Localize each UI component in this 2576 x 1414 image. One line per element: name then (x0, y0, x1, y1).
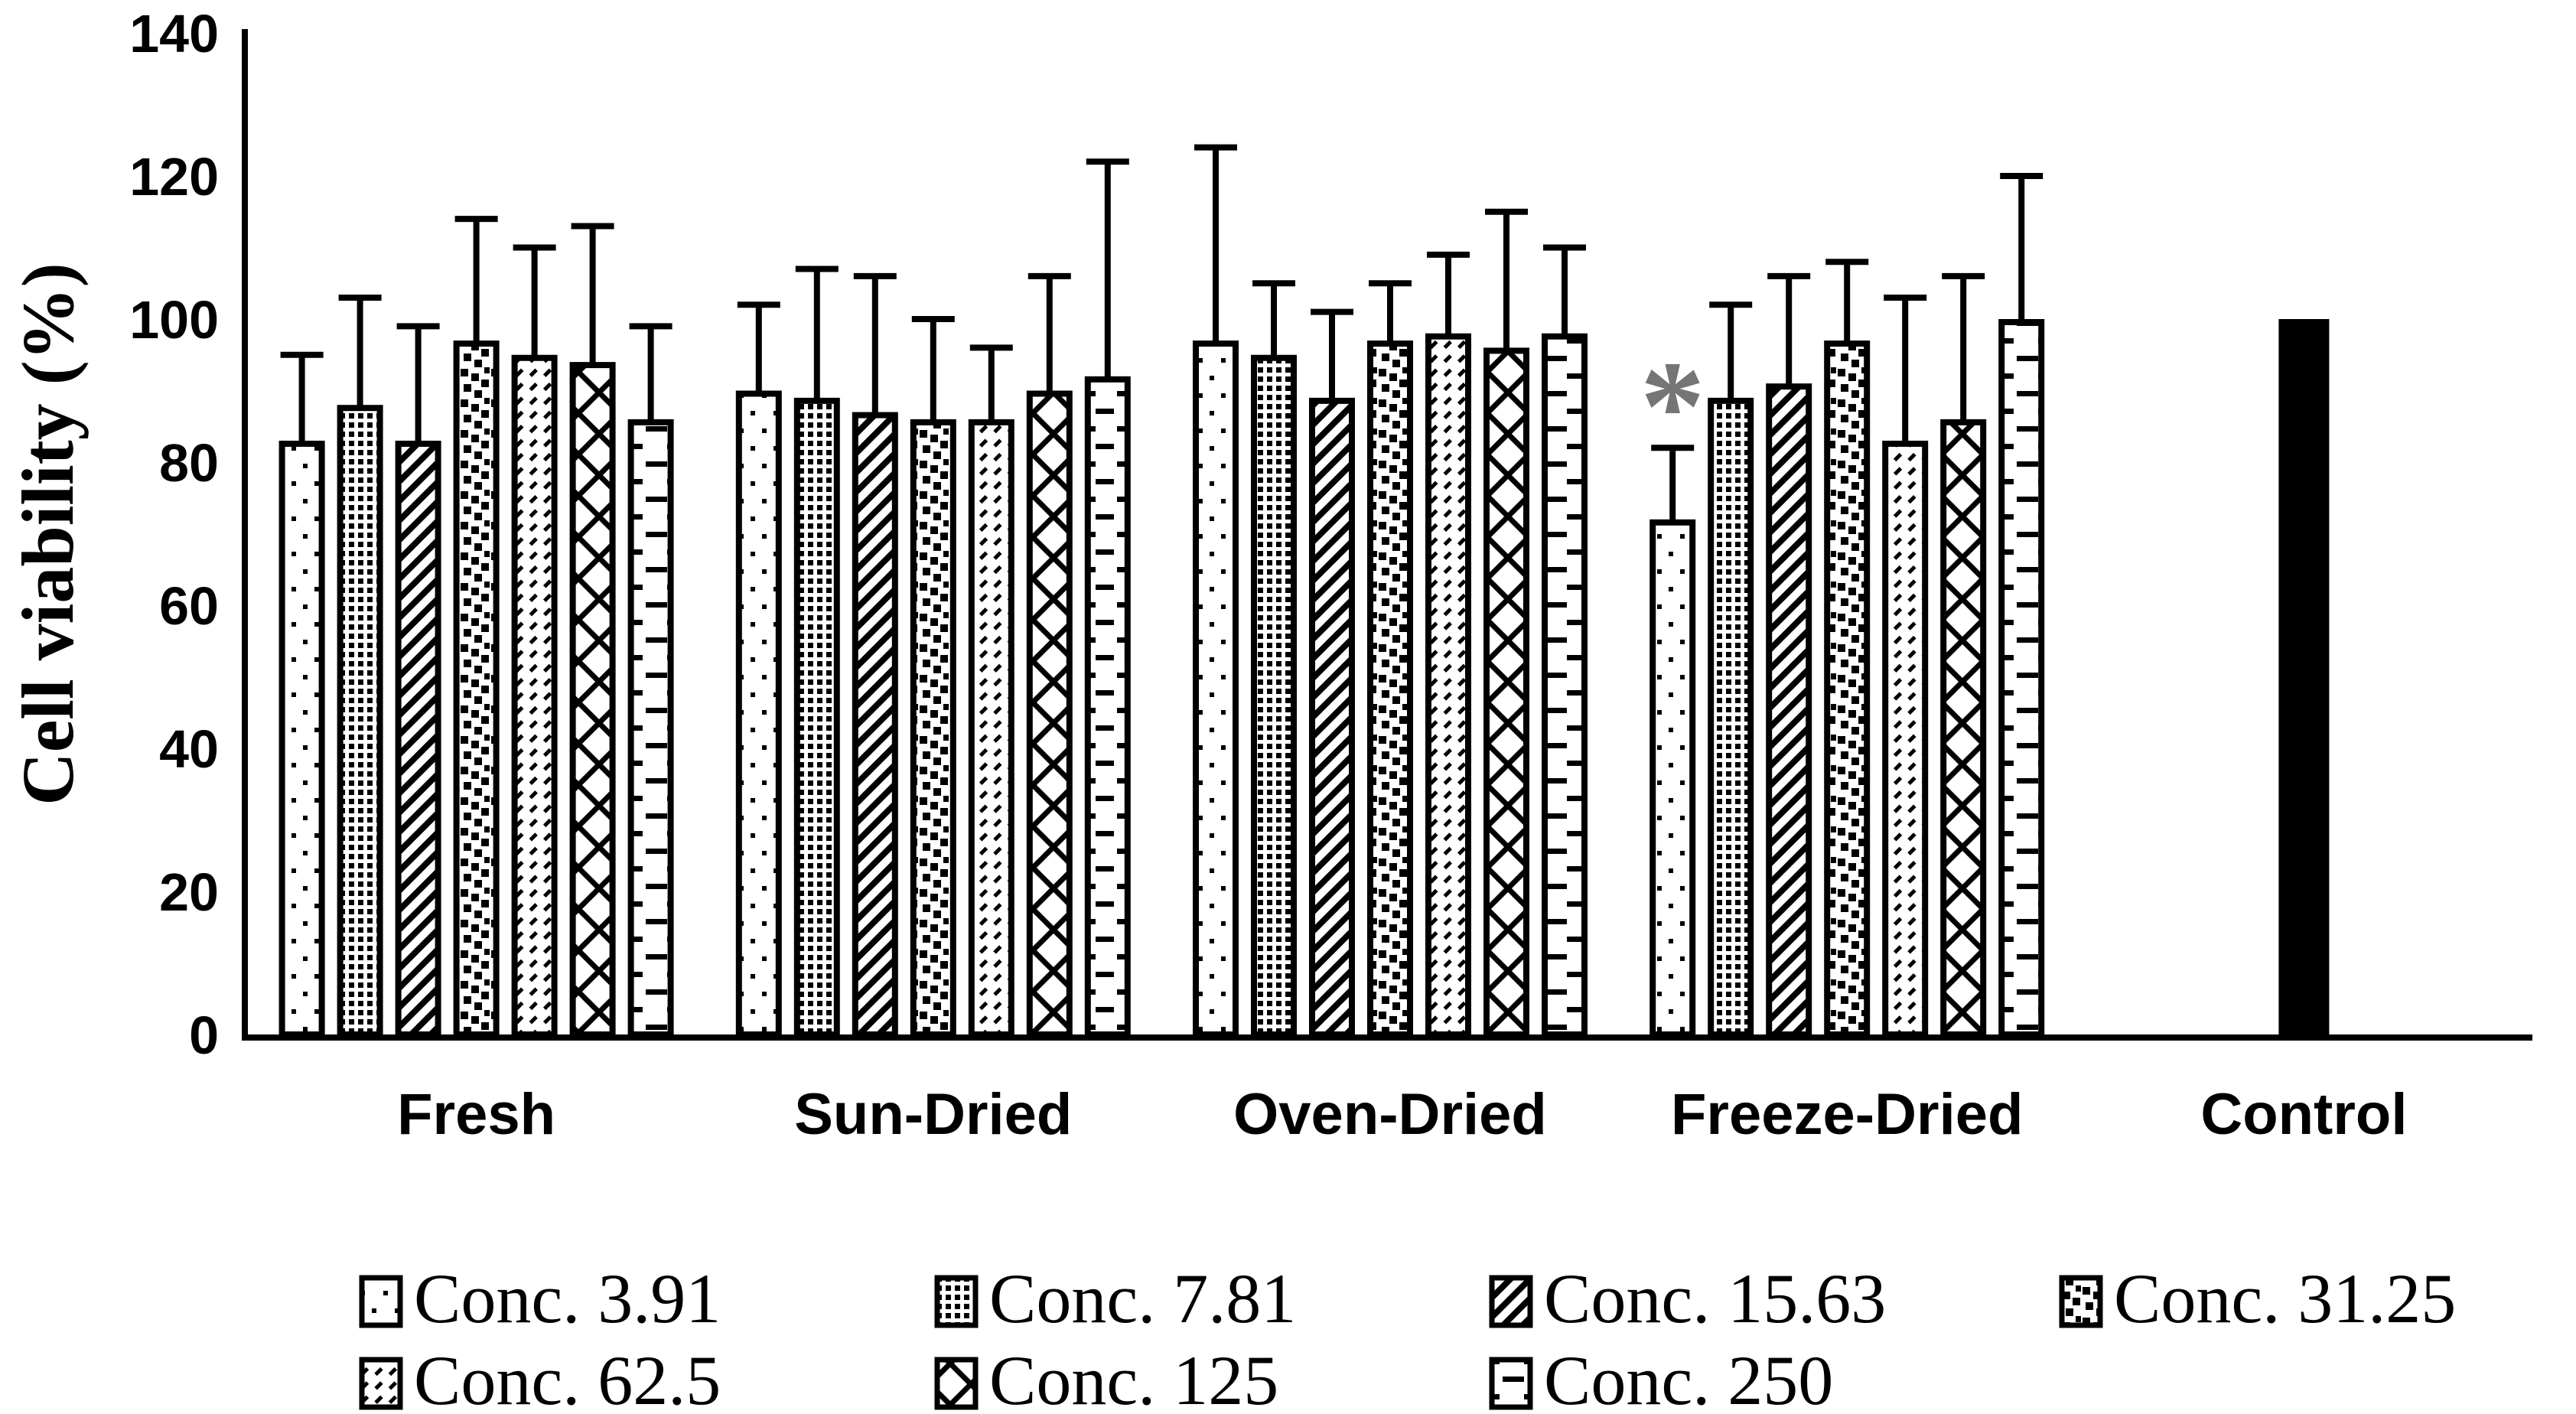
annotation-layer: * (1640, 334, 1705, 478)
category-label-oven-dried: Oven-Dried (1233, 1082, 1547, 1147)
y-tick-label: 20 (159, 862, 219, 922)
legend-label: Conc. 250 (1544, 1341, 1833, 1410)
legend-label: Conc. 15.63 (1544, 1259, 1886, 1337)
bar-freeze-dried-diag-stripes (1766, 383, 1812, 1038)
bar-freeze-dried-diag-dashes (1882, 440, 1929, 1038)
bar-sun-dried-horiz-dashes (1084, 376, 1131, 1038)
bar-sun-dried-diag-stripes (852, 412, 898, 1038)
bar-oven-dried-horiz-dashes (1542, 333, 1588, 1038)
bars-layer (278, 144, 2330, 1038)
legend-label: Conc. 7.81 (989, 1259, 1296, 1337)
y-tick-label: 80 (159, 433, 219, 493)
legend-swatch-dots-dense (934, 1275, 979, 1328)
bar-sun-dried-speckle (910, 419, 956, 1038)
bar-fresh-dots-dense (337, 405, 383, 1038)
legend-swatch-diamond-mesh (934, 1357, 979, 1410)
bar-oven-dried-diag-stripes (1309, 397, 1355, 1038)
y-axis-title: Cell viability (%) (7, 262, 89, 805)
bar-sun-dried-diag-dashes (968, 419, 1014, 1038)
bar-freeze-dried-diamond-mesh (1940, 419, 1987, 1038)
legend-swatch-speckle (2059, 1275, 2103, 1328)
category-label-fresh: Fresh (397, 1082, 555, 1147)
bar-oven-dried-dots-dense (1251, 354, 1297, 1038)
legend-label: Conc. 31.25 (2114, 1259, 2456, 1337)
bar-oven-dried-dots-sparse (1193, 340, 1239, 1038)
bar-oven-dried-diamond-mesh (1483, 347, 1529, 1038)
bar-sun-dried-diamond-mesh (1026, 390, 1073, 1038)
legend-swatch-dots-sparse (359, 1275, 403, 1328)
y-tick-label: 40 (159, 719, 219, 779)
legend-label: Conc. 3.91 (414, 1259, 721, 1337)
bar-fresh-diamond-mesh (569, 362, 616, 1038)
bar-control (2278, 319, 2330, 1038)
bar-freeze-dried-speckle (1824, 340, 1871, 1038)
legend-swatch-diag-stripes (1489, 1275, 1533, 1328)
legend: Conc. 3.91 Conc. 7.81 Conc. 15.63 Conc. 31.… (359, 1259, 2456, 1414)
bar-freeze-dried-horiz-dashes (1998, 319, 2045, 1038)
y-tick-label: 140 (129, 4, 219, 64)
bar-freeze-dried-dots-sparse (1649, 519, 1696, 1038)
legend-label: Conc. 125 (989, 1341, 1278, 1410)
bar-fresh-speckle (453, 340, 500, 1038)
category-label-control: Control (2200, 1082, 2407, 1147)
y-axis-line (242, 29, 248, 1041)
bar-fresh-dots-sparse (278, 440, 325, 1038)
legend-label: Conc. 62.5 (414, 1341, 721, 1410)
bar-fresh-diag-stripes (395, 440, 441, 1038)
y-tick-label: 120 (129, 147, 219, 207)
legend-swatch-diag-dashes (359, 1357, 403, 1410)
bar-sun-dried-dots-dense (793, 397, 840, 1038)
bar-sun-dried-dots-sparse (735, 390, 782, 1038)
bar-oven-dried-diag-dashes (1425, 333, 1471, 1038)
bar-fresh-diag-dashes (511, 354, 558, 1038)
bar-fresh-horiz-dashes (627, 419, 674, 1038)
y-tick-label: 100 (129, 290, 219, 350)
y-tick-label: 60 (159, 576, 219, 636)
y-tick-label: 0 (189, 1005, 219, 1065)
legend-swatch-horiz-dashes (1489, 1357, 1533, 1410)
category-label-freeze-dried: Freeze-Dried (1671, 1082, 2023, 1147)
significance-asterisk: * (1640, 334, 1705, 478)
bar-oven-dried-speckle (1367, 340, 1413, 1038)
bar-freeze-dried-dots-dense (1708, 397, 1754, 1038)
category-label-sun-dried: Sun-Dried (794, 1082, 1072, 1147)
